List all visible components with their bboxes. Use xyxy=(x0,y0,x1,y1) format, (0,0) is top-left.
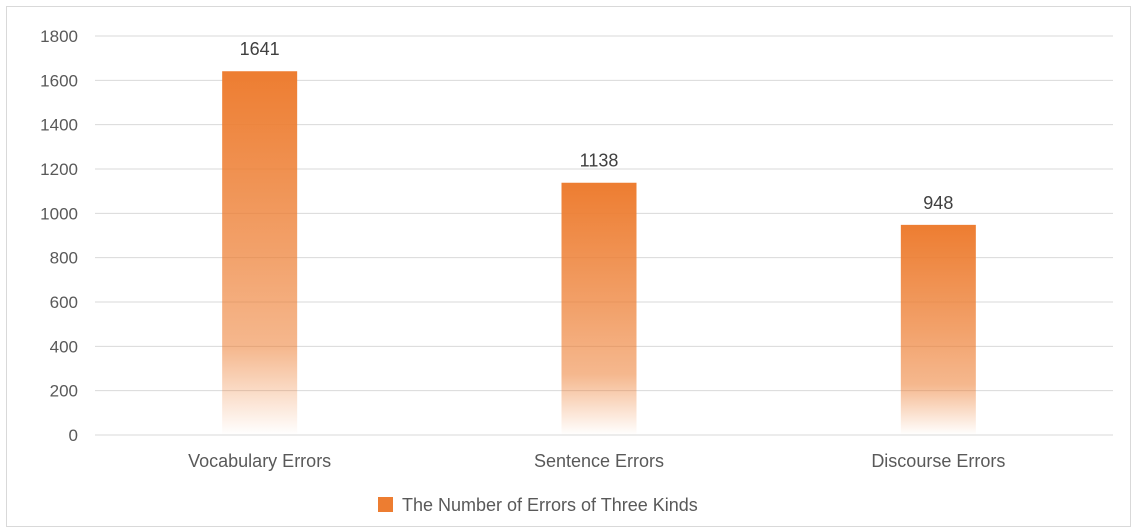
y-tick-label: 600 xyxy=(50,293,78,312)
y-tick-label: 0 xyxy=(69,426,78,445)
legend-swatch xyxy=(378,497,393,512)
y-tick-label: 1600 xyxy=(40,71,78,90)
bar xyxy=(900,224,976,435)
y-tick-label: 1200 xyxy=(40,160,78,179)
bars xyxy=(222,71,976,436)
data-labels: 1641 1138 948 xyxy=(240,39,954,213)
y-axis-tick-labels: 0 200 400 600 800 1000 1200 1400 1600 1800 xyxy=(40,27,78,445)
x-tick-label: Vocabulary Errors xyxy=(188,451,331,471)
data-label: 1641 xyxy=(240,39,280,59)
x-tick-label: Sentence Errors xyxy=(534,451,664,471)
x-tick-label: Discourse Errors xyxy=(871,451,1005,471)
y-tick-label: 1000 xyxy=(40,204,78,223)
y-tick-label: 200 xyxy=(50,382,78,401)
data-label: 1138 xyxy=(580,151,619,171)
y-tick-label: 1800 xyxy=(40,27,78,46)
legend-label: The Number of Errors of Three Kinds xyxy=(402,495,698,515)
legend: The Number of Errors of Three Kinds xyxy=(378,495,698,515)
bar xyxy=(222,71,298,436)
x-axis-tick-labels: Vocabulary Errors Sentence Errors Discours… xyxy=(188,451,1005,471)
y-tick-label: 400 xyxy=(50,337,78,356)
bar xyxy=(561,182,637,435)
data-label: 948 xyxy=(923,193,953,213)
y-tick-label: 800 xyxy=(50,249,78,268)
y-tick-label: 1400 xyxy=(40,116,78,135)
